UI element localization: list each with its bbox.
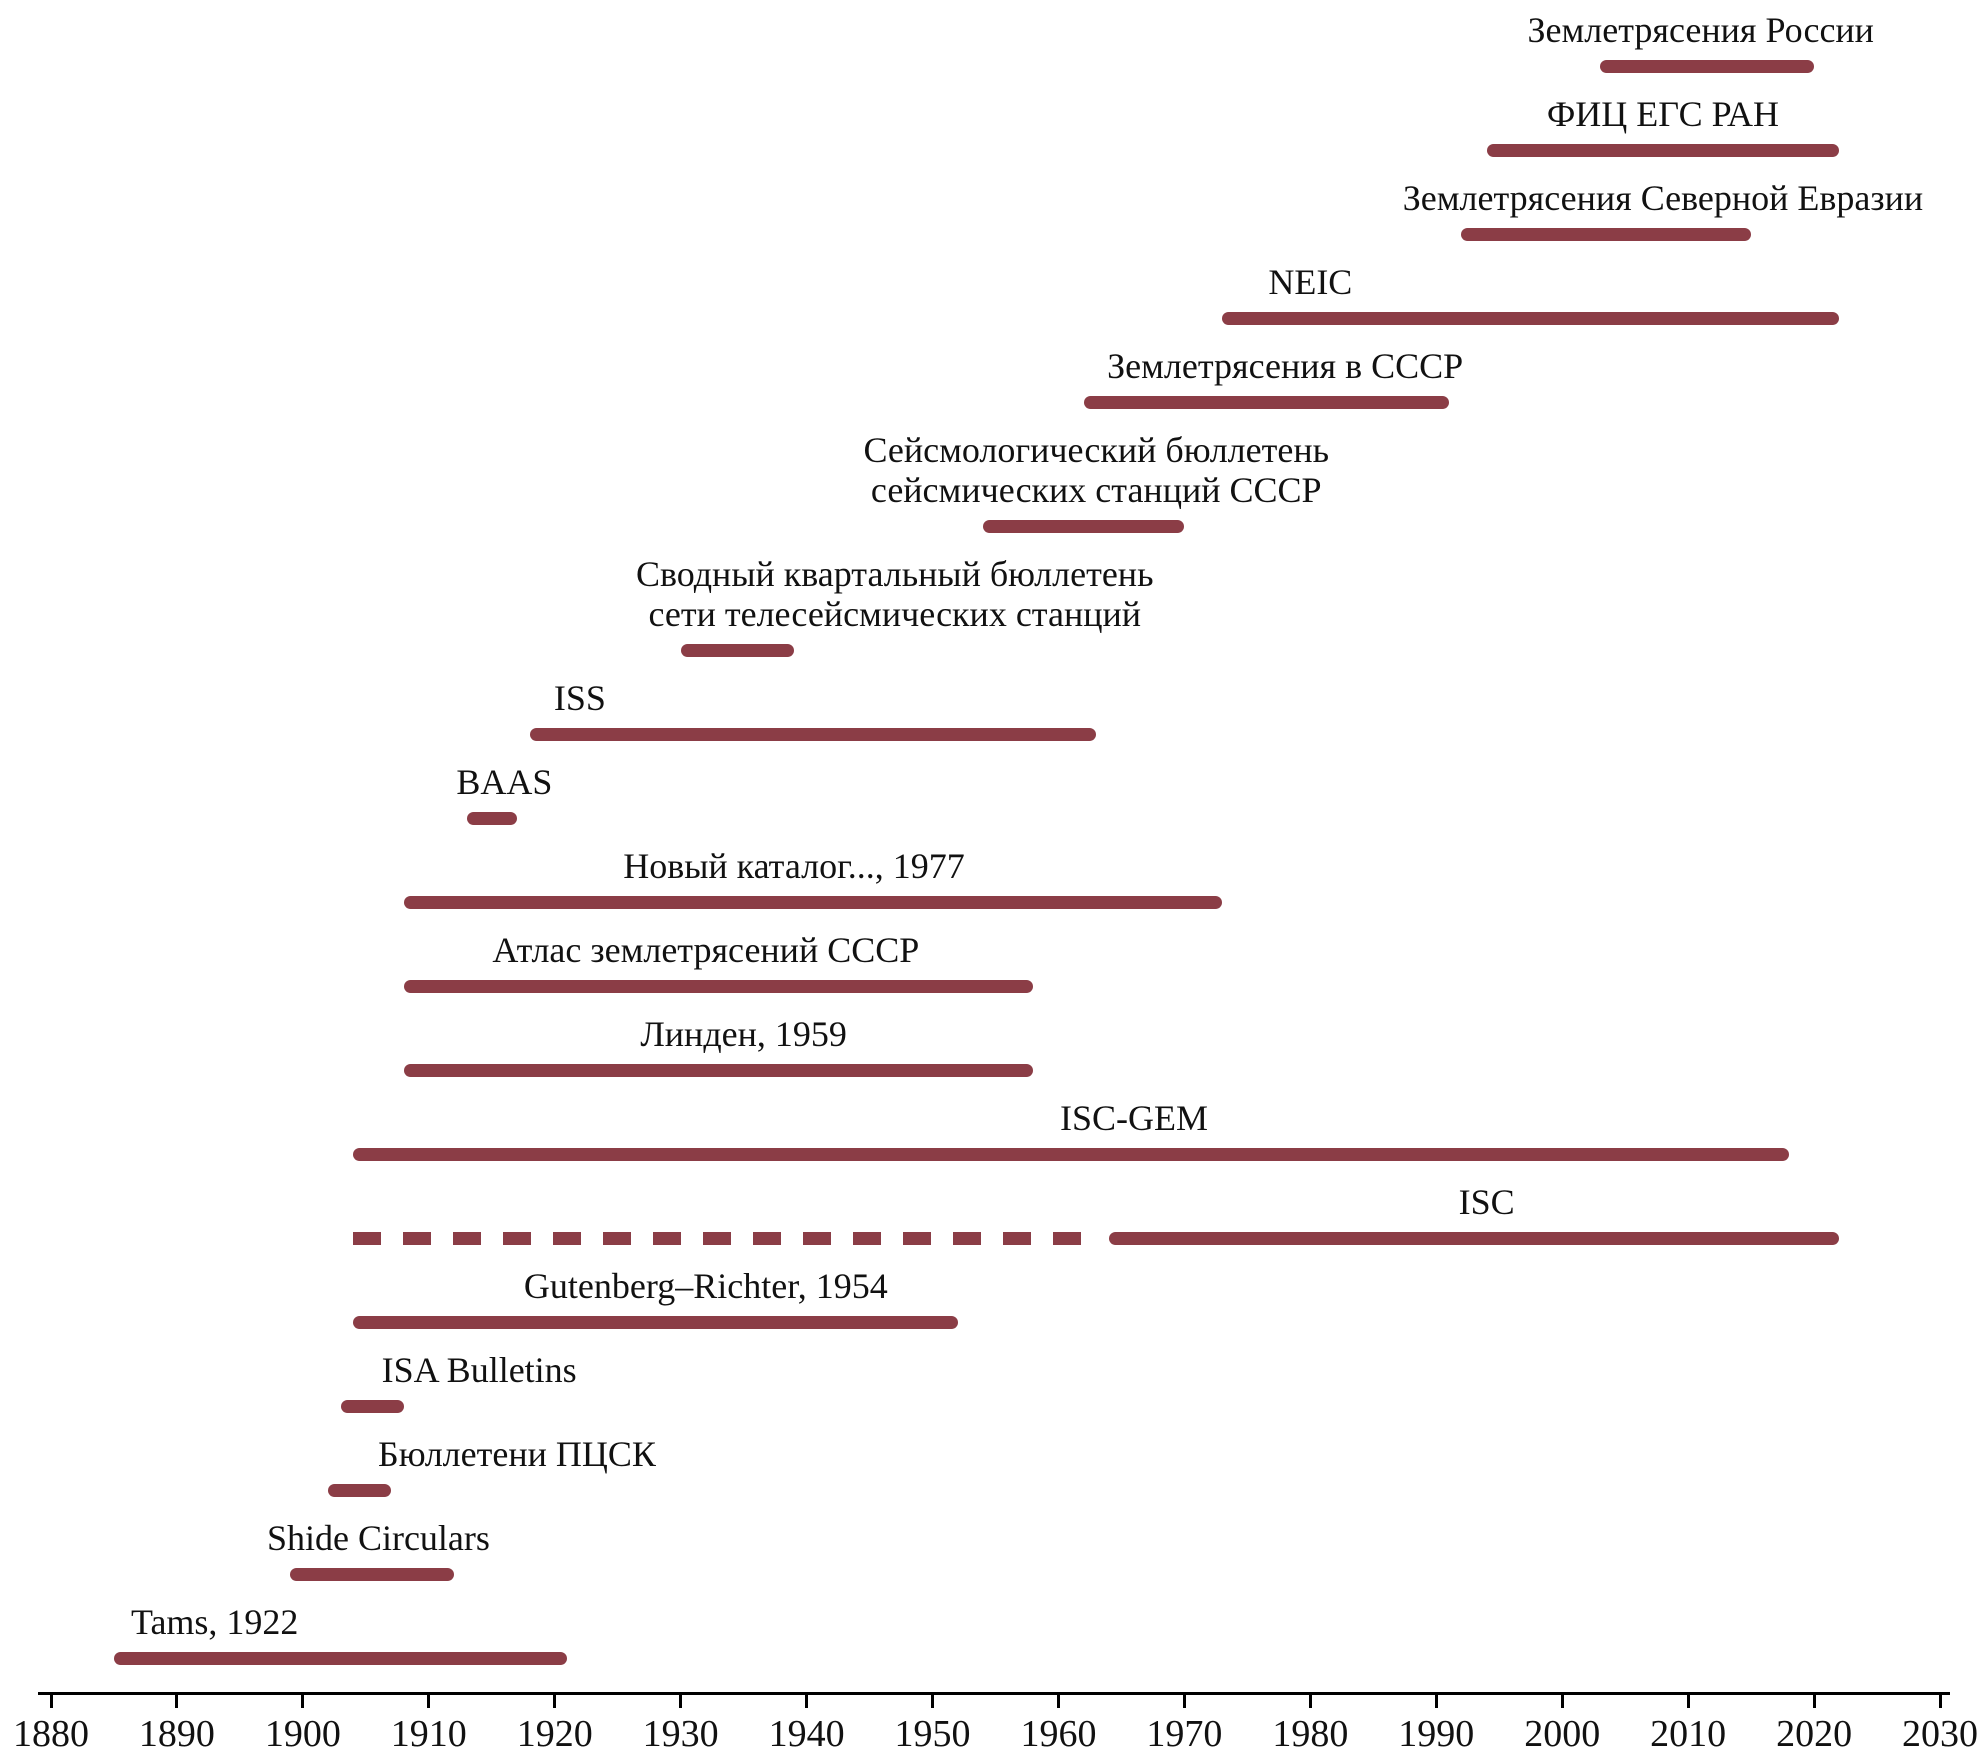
x-axis-tick-label: 1950 [894,1713,971,1755]
timeline-row-label-line: NEIC [1268,262,1353,302]
x-axis-tick [427,1692,431,1708]
timeline-row-label: Сейсмологический бюллетень сейсмических с… [863,430,1329,510]
x-axis-tick-label: 1920 [516,1713,593,1755]
timeline-row-label-line: Землетрясения в СССР [1107,346,1464,386]
timeline-row-label: Атлас землетрясений СССР [492,930,919,970]
timeline-bar-segment [290,1568,454,1581]
timeline-bar-segment [340,1400,404,1413]
x-axis-tick-label: 1900 [264,1713,341,1755]
x-axis-tick-label: 1910 [390,1713,467,1755]
timeline-row-label: Shide Circulars [267,1518,490,1558]
x-axis-tick-label: 2020 [1776,1713,1853,1755]
timeline-row-label-line: ФИЦ ЕГС РАН [1546,94,1780,134]
x-axis-tick [553,1692,557,1708]
x-axis-line [38,1692,1950,1695]
timeline-bar-segment [1108,1232,1840,1245]
timeline-row-label-line: Сейсмологический бюллетень [863,430,1330,470]
x-axis-tick-label: 2030 [1902,1713,1978,1755]
x-axis-tick [679,1692,683,1708]
timeline-bar-segment [353,1148,1789,1161]
timeline-bar-segment [353,1316,958,1329]
x-axis-tick-label: 1960 [1020,1713,1097,1755]
timeline-row-label: Землетрясения в СССР [1107,346,1463,386]
timeline-row-label: Землетрясения Северной Евразии [1403,178,1923,218]
timeline-bar-segment [1222,312,1840,325]
timeline-bar-segment-dashed [353,1232,1084,1245]
x-axis-tick-label: 1930 [642,1713,719,1755]
timeline-row-label: Новый каталог..., 1977 [623,846,965,886]
timeline-row-label: NEIC [1268,262,1352,302]
x-axis-tick [175,1692,179,1708]
timeline-row-label: ФИЦ ЕГС РАН [1547,94,1779,134]
x-axis-tick [1056,1692,1060,1708]
timeline-row-label-line: Бюллетени ПЦСК [378,1434,656,1474]
timeline-row-label-line: Shide Circulars [266,1518,490,1558]
timeline-row-label-line: Атлас землетрясений СССР [492,930,920,970]
x-axis-tick-label: 1880 [13,1713,89,1755]
x-axis-tick [1434,1692,1438,1708]
x-axis-tick-label: 2010 [1650,1713,1727,1755]
x-axis-tick-label: 1970 [1146,1713,1223,1755]
x-axis-tick [1308,1692,1312,1708]
timeline-row-label-line: сейсмических станций СССР [870,470,1322,510]
timeline-bar-segment [1599,60,1815,73]
timeline-bar-segment [403,1064,1034,1077]
x-axis-tick [805,1692,809,1708]
timeline-bar-segment [113,1652,568,1665]
x-axis-tick-label: 1980 [1272,1713,1349,1755]
x-axis-tick-label: 1990 [1398,1713,1475,1755]
timeline-bar-segment [982,520,1185,533]
timeline-row-label-line: сети телесейсмических станций [648,594,1142,634]
timeline-bar-segment [403,980,1034,993]
timeline-bar-segment [328,1484,391,1497]
timeline-row-label-line: Землетрясения России [1527,10,1874,50]
timeline-bar-segment [1461,228,1752,241]
timeline-row-label-line: Землетрясения Северной Евразии [1402,178,1924,218]
timeline-row-label-line: Gutenberg–Richter, 1954 [523,1266,888,1306]
timeline-row-label-line: ISC-GEM [1060,1098,1209,1138]
timeline-row-label-line: Линден, 1959 [640,1014,847,1054]
x-axis-tick [931,1692,935,1708]
timeline-row-label-line: BAAS [456,762,553,802]
x-axis-tick [1938,1692,1942,1708]
timeline-row-label: Gutenberg–Richter, 1954 [524,1266,888,1306]
timeline-row-label: BAAS [456,762,552,802]
timeline-bar-segment [466,812,517,825]
x-axis-tick [1686,1692,1690,1708]
timeline-row-label: Бюллетени ПЦСК [378,1434,656,1474]
x-axis-tick-label: 2000 [1524,1713,1601,1755]
x-axis-tick [301,1692,305,1708]
timeline-row-label: ISC-GEM [1060,1098,1208,1138]
x-axis-tick [1812,1692,1816,1708]
x-axis-tick [1182,1692,1186,1708]
timeline-row-label: ISA Bulletins [382,1350,577,1390]
timeline-row-label: Землетрясения России [1527,10,1873,50]
x-axis-tick-label: 1940 [768,1713,845,1755]
timeline-row-label-line: ISS [553,678,606,718]
timeline-bar-segment [403,896,1223,909]
timeline-bar-segment [680,644,794,657]
timeline-bar-segment [529,728,1097,741]
timeline-row-label: Tams, 1922 [131,1602,298,1642]
timeline-row-label: Линден, 1959 [640,1014,847,1054]
timeline-row-label-line: ISA Bulletins [381,1350,577,1390]
x-axis-tick [1560,1692,1564,1708]
x-axis-tick-label: 1890 [138,1713,215,1755]
timeline-bar-segment [1083,396,1449,409]
timeline-row-label: Сводный квартальный бюллетень сети телесе… [636,554,1153,634]
timeline-row-label: ISS [554,678,606,718]
timeline-row-label: ISC [1459,1182,1515,1222]
timeline-row-label-line: ISC [1458,1182,1515,1222]
timeline-row-label-line: Tams, 1922 [130,1602,299,1642]
timeline-row-label-line: Новый каталог..., 1977 [623,846,965,886]
x-axis-tick [49,1692,53,1708]
timeline-bar-segment [1486,144,1840,157]
timeline-row-label-line: Сводный квартальный бюллетень [636,554,1154,594]
